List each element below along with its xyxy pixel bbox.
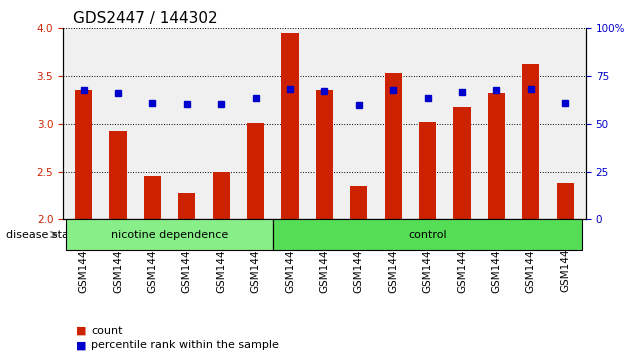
Text: control: control	[408, 229, 447, 240]
Text: count: count	[91, 326, 123, 336]
Text: disease state: disease state	[6, 229, 81, 240]
Text: ■: ■	[76, 340, 86, 350]
Bar	[247, 123, 264, 219]
Bar	[522, 64, 539, 219]
Bar	[454, 107, 471, 219]
Bar	[282, 33, 299, 219]
Bar	[557, 183, 574, 219]
Text: ■: ■	[76, 326, 86, 336]
Bar	[488, 93, 505, 219]
Bar	[316, 91, 333, 219]
Text: nicotine dependence: nicotine dependence	[111, 229, 228, 240]
Bar	[144, 176, 161, 219]
Bar	[75, 91, 92, 219]
Bar	[419, 122, 436, 219]
Text: percentile rank within the sample: percentile rank within the sample	[91, 340, 279, 350]
Bar	[178, 193, 195, 219]
Bar	[385, 73, 402, 219]
Bar	[110, 131, 127, 219]
Bar	[213, 172, 230, 219]
Text: GDS2447 / 144302: GDS2447 / 144302	[74, 11, 218, 26]
Bar	[350, 186, 367, 219]
